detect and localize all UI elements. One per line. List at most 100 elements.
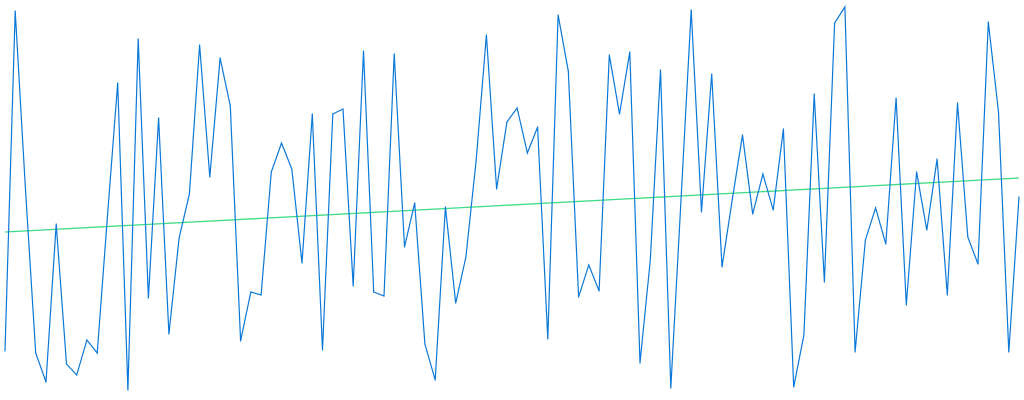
data-point	[588, 264, 590, 266]
data-point	[608, 54, 610, 56]
data-point	[424, 343, 426, 345]
data-point	[137, 38, 139, 40]
data-point	[342, 108, 344, 110]
data-point	[557, 14, 559, 16]
data-point	[721, 266, 723, 268]
data-point	[444, 206, 447, 208]
data-point	[618, 113, 621, 115]
data-point	[178, 237, 180, 239]
data-point	[813, 93, 815, 95]
data-point	[997, 111, 1000, 113]
data-point	[772, 209, 774, 211]
data-point	[598, 290, 600, 292]
data-point	[936, 158, 938, 160]
trend-line	[4, 177, 1020, 233]
data-point	[670, 387, 672, 389]
data-point	[782, 128, 785, 130]
data-point	[752, 213, 754, 215]
data-point	[311, 113, 313, 115]
data-point	[629, 51, 631, 53]
data-point	[834, 22, 836, 24]
data-point	[659, 69, 662, 71]
data-point	[35, 352, 37, 354]
data-point	[332, 113, 334, 115]
data-point	[455, 302, 457, 304]
data-series-line	[4, 5, 1020, 391]
data-point	[414, 202, 416, 204]
data-point	[823, 281, 825, 283]
data-point	[280, 142, 283, 144]
data-point	[1018, 196, 1020, 198]
data-point	[291, 168, 293, 170]
data-point	[250, 291, 252, 293]
data-point	[885, 243, 887, 245]
data-point	[147, 297, 149, 299]
data-point	[321, 349, 324, 351]
data-point	[373, 291, 375, 293]
data-point	[926, 229, 928, 231]
data-point	[45, 381, 47, 383]
data-point	[270, 171, 272, 173]
data-point	[199, 44, 201, 46]
data-point	[117, 82, 119, 84]
data-point	[987, 21, 989, 23]
data-point	[793, 386, 795, 388]
data-point	[106, 216, 109, 218]
data-point	[76, 374, 78, 376]
data-point	[127, 389, 129, 391]
data-point	[731, 199, 733, 201]
data-point	[465, 256, 467, 258]
data-point	[639, 362, 641, 364]
data-point	[168, 333, 170, 335]
data-point	[762, 173, 764, 175]
data-point	[188, 193, 190, 195]
data-point	[854, 351, 856, 353]
data-point	[260, 294, 262, 296]
data-point	[577, 296, 580, 298]
data-point	[485, 34, 487, 36]
data-point	[977, 263, 979, 265]
data-point	[219, 57, 221, 59]
data-point	[690, 9, 692, 11]
data-point	[403, 246, 406, 248]
data-point	[649, 259, 651, 261]
data-point	[537, 126, 539, 128]
data-point	[55, 223, 57, 225]
data-point	[496, 188, 498, 190]
data-point	[895, 97, 897, 99]
data-point	[24, 189, 27, 191]
data-point	[905, 304, 907, 306]
data-point	[383, 295, 385, 297]
data-point	[864, 239, 866, 241]
data-point	[915, 171, 918, 173]
data-point	[946, 294, 948, 296]
data-point	[475, 159, 477, 161]
data-point	[547, 338, 549, 340]
data-point	[96, 352, 98, 354]
data-point	[352, 285, 354, 287]
data-point	[956, 102, 959, 104]
data-point	[86, 339, 88, 341]
data-point	[516, 107, 518, 109]
data-point	[967, 236, 969, 238]
data-point	[4, 350, 6, 352]
data-point	[158, 117, 160, 119]
data-point	[209, 176, 211, 178]
data-point	[803, 334, 805, 336]
data-point	[875, 207, 877, 209]
data-point	[700, 211, 703, 213]
data-point	[229, 105, 231, 107]
data-point	[741, 134, 744, 136]
data-point	[393, 53, 395, 55]
data-point	[567, 70, 569, 72]
data-point	[301, 262, 303, 264]
data-point	[14, 10, 16, 12]
data-point	[362, 50, 365, 52]
data-point	[526, 152, 528, 154]
data-point	[711, 73, 713, 75]
data-point	[239, 340, 242, 342]
data-point	[844, 6, 846, 8]
data-point	[506, 121, 508, 123]
data-point	[434, 379, 436, 381]
